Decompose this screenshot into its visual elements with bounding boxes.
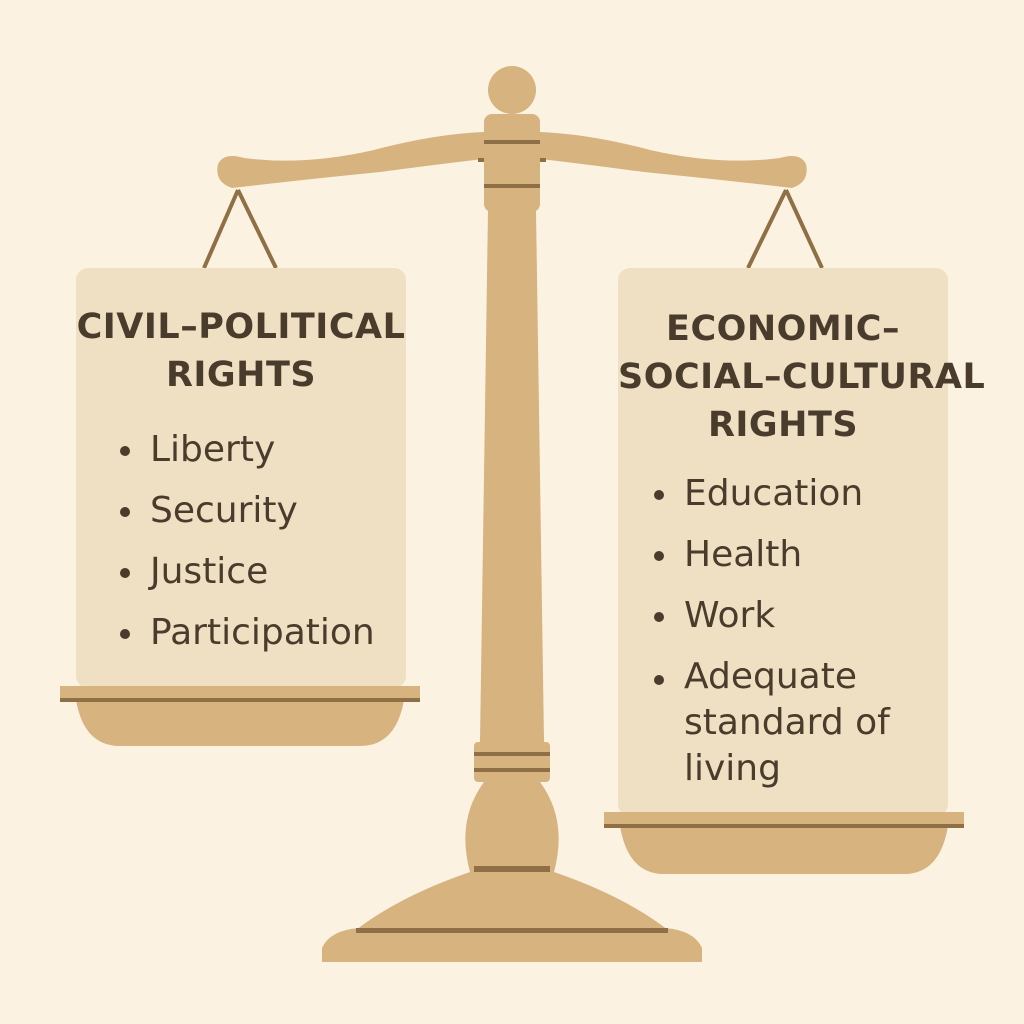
item-label: Education	[684, 473, 864, 514]
civil-political-panel: CIVIL–POLITICAL RIGHTS Liberty Security …	[76, 268, 406, 686]
left-pan	[60, 686, 420, 746]
right-pan	[604, 812, 964, 874]
title-line: SOCIAL–CULTURAL	[618, 357, 986, 397]
item-label: Liberty	[150, 429, 276, 470]
bullet-icon	[120, 507, 130, 517]
list-item: Liberty	[120, 419, 406, 480]
list-item: Education	[654, 463, 948, 524]
list-item: Participation	[120, 602, 406, 663]
scale-base-upper	[356, 872, 668, 930]
scale-finial	[488, 66, 536, 114]
item-label: Security	[150, 490, 298, 531]
scale-foot	[465, 782, 559, 872]
bullet-icon	[120, 446, 130, 456]
list-item: Work	[654, 585, 948, 646]
title-line: RIGHTS	[165, 355, 317, 395]
item-label: Participation	[150, 612, 375, 653]
scale-center-block	[484, 114, 540, 212]
scale-collar	[474, 742, 550, 782]
title-line: CIVIL–POLITICAL	[76, 307, 406, 347]
item-label: Work	[684, 595, 776, 636]
item-label: Adequate standard of living	[684, 656, 890, 789]
list-item: Health	[654, 524, 948, 585]
economic-social-cultural-panel: ECONOMIC– SOCIAL–CULTURAL RIGHTS Educati…	[618, 268, 986, 814]
right-panel-title: ECONOMIC– SOCIAL–CULTURAL RIGHTS	[618, 268, 986, 449]
scale-base-line	[356, 928, 668, 933]
item-label: Justice	[150, 551, 269, 592]
right-items-list: Education Health Work Adequate standard …	[618, 463, 948, 792]
list-item: Justice	[120, 541, 406, 602]
right-card-bg	[618, 268, 948, 816]
bullet-icon	[120, 629, 130, 639]
bullet-icon	[120, 568, 130, 578]
left-panel-title: CIVIL–POLITICAL RIGHTS	[76, 268, 406, 399]
title-line: ECONOMIC–	[666, 309, 900, 349]
title-line: RIGHTS	[707, 405, 859, 445]
left-items-list: Liberty Security Justice Participation	[76, 419, 406, 663]
list-item: Security	[120, 480, 406, 541]
item-label: Health	[684, 534, 803, 575]
list-item: Adequate standard of living	[654, 646, 894, 792]
left-card-bg	[76, 268, 406, 688]
scale-base	[322, 928, 702, 962]
bullet-icon	[654, 612, 664, 622]
bullet-icon	[654, 490, 664, 500]
scale-pillar	[480, 210, 544, 742]
bullet-icon	[654, 551, 664, 561]
bullet-icon	[654, 675, 664, 685]
